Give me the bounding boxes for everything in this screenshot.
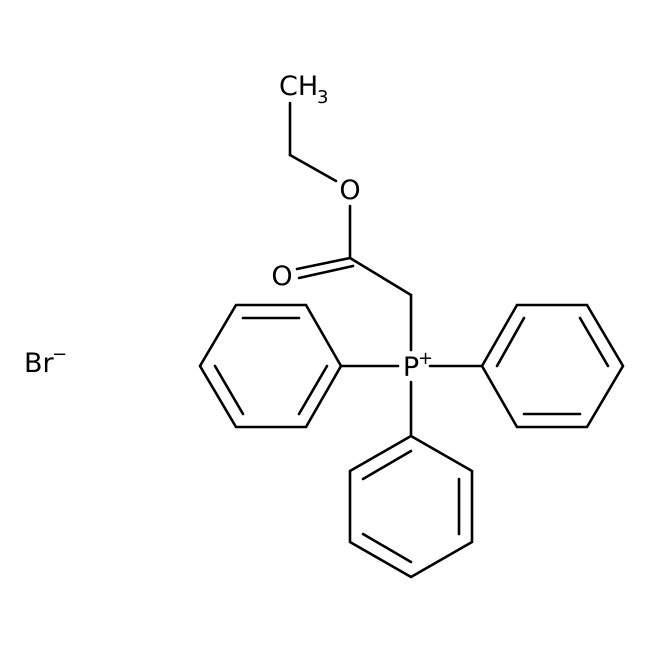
atom-subscript: 3 bbox=[317, 87, 328, 108]
bond bbox=[288, 153, 338, 183]
double-bond bbox=[297, 364, 329, 416]
bonds bbox=[198, 101, 625, 579]
atom-label: Br bbox=[24, 348, 55, 379]
ring bbox=[198, 303, 343, 429]
double-bond bbox=[495, 316, 526, 368]
double-bond bbox=[213, 364, 245, 416]
bond bbox=[295, 256, 352, 271]
bond bbox=[297, 264, 355, 280]
atom-label: CH bbox=[279, 71, 318, 102]
atom-charge: + bbox=[418, 348, 433, 369]
double-bond bbox=[361, 532, 413, 564]
atom-charge: − bbox=[52, 344, 67, 365]
atom-labels: CH 3 O O P + Br − bbox=[24, 71, 433, 383]
atom-label: P bbox=[403, 352, 419, 383]
bond bbox=[348, 256, 413, 297]
atom-label: O bbox=[271, 261, 292, 292]
atom-label: O bbox=[339, 175, 360, 206]
ring bbox=[348, 434, 474, 579]
double-bond bbox=[578, 316, 610, 368]
ring bbox=[480, 303, 625, 429]
double-bond bbox=[361, 449, 413, 481]
